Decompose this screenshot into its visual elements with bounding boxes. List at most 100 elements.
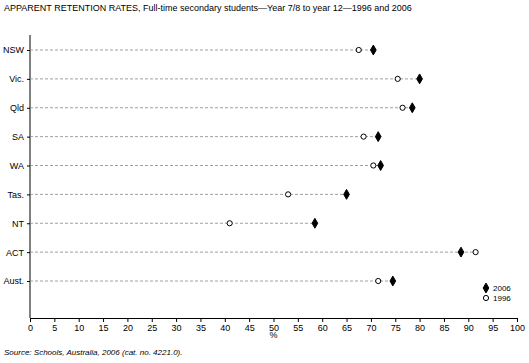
legend-label: 2006: [493, 284, 511, 293]
x-tick-label: 10: [74, 323, 84, 333]
x-tick-label: 15: [99, 323, 109, 333]
guide-line: [30, 252, 476, 253]
guide-line: [30, 281, 393, 282]
y-tick: Qld: [10, 103, 30, 113]
x-tick: 10: [74, 318, 84, 333]
guide-line: [30, 107, 412, 108]
y-tick: SA: [12, 132, 30, 142]
guide-line: [30, 78, 420, 79]
x-tick-mark: [176, 318, 177, 322]
dot: [378, 161, 384, 171]
x-tick-label: 35: [196, 323, 206, 333]
dot: [395, 76, 400, 81]
dot: [409, 103, 415, 113]
x-tick-label: 100: [510, 323, 525, 333]
x-tick: 85: [439, 318, 449, 333]
x-tick-mark: [200, 318, 201, 322]
y-tick-label: NSW: [3, 45, 25, 55]
dot: [375, 132, 381, 142]
x-tick-label: 30: [172, 323, 182, 333]
x-tick: 65: [342, 318, 352, 333]
guide-line: [30, 136, 378, 137]
guide-line: [30, 165, 381, 166]
x-tick-label: 0: [28, 323, 33, 333]
x-tick-mark: [371, 318, 372, 322]
x-tick: 100: [510, 318, 525, 333]
x-tick: 5: [52, 318, 57, 333]
source-note: Source: Schools, Australia, 2006 (cat. n…: [4, 348, 182, 357]
x-axis-line: [31, 319, 518, 323]
x-tick-label: 45: [245, 323, 255, 333]
x-tick-label: 75: [391, 323, 401, 333]
guide-line: [30, 223, 315, 224]
x-tick: 60: [318, 318, 328, 333]
y-tick-label: Vic.: [9, 74, 24, 84]
x-tick-label: 70: [366, 323, 376, 333]
legend-marker: [483, 295, 488, 300]
x-tick: 90: [464, 318, 474, 333]
x-tick-mark: [127, 318, 128, 322]
x-tick-label: 85: [439, 323, 449, 333]
dot: [286, 192, 291, 197]
x-tick-mark: [395, 318, 396, 322]
dot: [344, 189, 350, 199]
x-tick-mark: [30, 318, 31, 322]
x-tick-label: 65: [342, 323, 352, 333]
x-tick: 15: [99, 318, 109, 333]
dot: [376, 278, 381, 283]
x-tick: 25: [147, 318, 157, 333]
x-tick: 95: [488, 318, 498, 333]
legend: 20061996: [483, 283, 511, 303]
x-tick-mark: [347, 318, 348, 322]
x-tick-mark: [103, 318, 104, 322]
y-tick-label: SA: [12, 132, 24, 142]
y-tick-label: NT: [12, 219, 24, 229]
legend-label: 1996: [493, 294, 511, 303]
guide-line: [30, 50, 373, 51]
x-tick-mark: [444, 318, 445, 322]
dot: [370, 45, 376, 55]
x-tick-mark: [54, 318, 55, 322]
y-tick-label: Tas.: [7, 190, 24, 200]
x-tick-mark: [322, 318, 323, 322]
dot: [227, 221, 232, 226]
x-label: %: [269, 330, 277, 340]
x-tick-mark: [517, 318, 518, 322]
dot: [400, 105, 405, 110]
x-tick-mark: [225, 318, 226, 322]
y-tick-label: WA: [10, 161, 24, 171]
dot: [390, 276, 396, 286]
dot: [312, 218, 318, 228]
x-tick: 80: [415, 318, 425, 333]
x-tick: 30: [172, 318, 182, 333]
y-tick: NT: [12, 219, 30, 229]
x-tick-mark: [420, 318, 421, 322]
dot: [458, 247, 464, 257]
guide-line: [30, 194, 347, 195]
chart: APPARENT RETENTION RATES, Full-time seco…: [0, 0, 529, 363]
x-tick-mark: [298, 318, 299, 322]
x-tick-label: 40: [220, 323, 230, 333]
x-tick-mark: [249, 318, 250, 322]
x-tick: 75: [391, 318, 401, 333]
title: APPARENT RETENTION RATES, Full-time seco…: [4, 3, 412, 13]
y-tick-label: ACT: [6, 248, 25, 258]
x-tick-label: 20: [123, 323, 133, 333]
x-tick-label: 90: [464, 323, 474, 333]
x-tick-label: 80: [415, 323, 425, 333]
y-tick-label: Aust.: [3, 276, 24, 286]
x-tick-label: 5: [52, 323, 57, 333]
y-tick-label: Qld: [10, 103, 24, 113]
y-axis: NSW Vic. Qld SA WA Tas. NT ACT Aust.: [3, 45, 30, 286]
x-tick-mark: [468, 318, 469, 322]
dot: [356, 47, 361, 52]
legend-marker: [483, 283, 489, 293]
x-tick: 20: [123, 318, 133, 333]
dot: [371, 163, 376, 168]
y-tick: Vic.: [9, 74, 30, 84]
y-tick: Aust.: [3, 276, 30, 286]
y-tick: Tas.: [7, 190, 30, 200]
y-tick: ACT: [6, 248, 30, 258]
x-tick-label: 25: [147, 323, 157, 333]
dot: [473, 250, 478, 255]
